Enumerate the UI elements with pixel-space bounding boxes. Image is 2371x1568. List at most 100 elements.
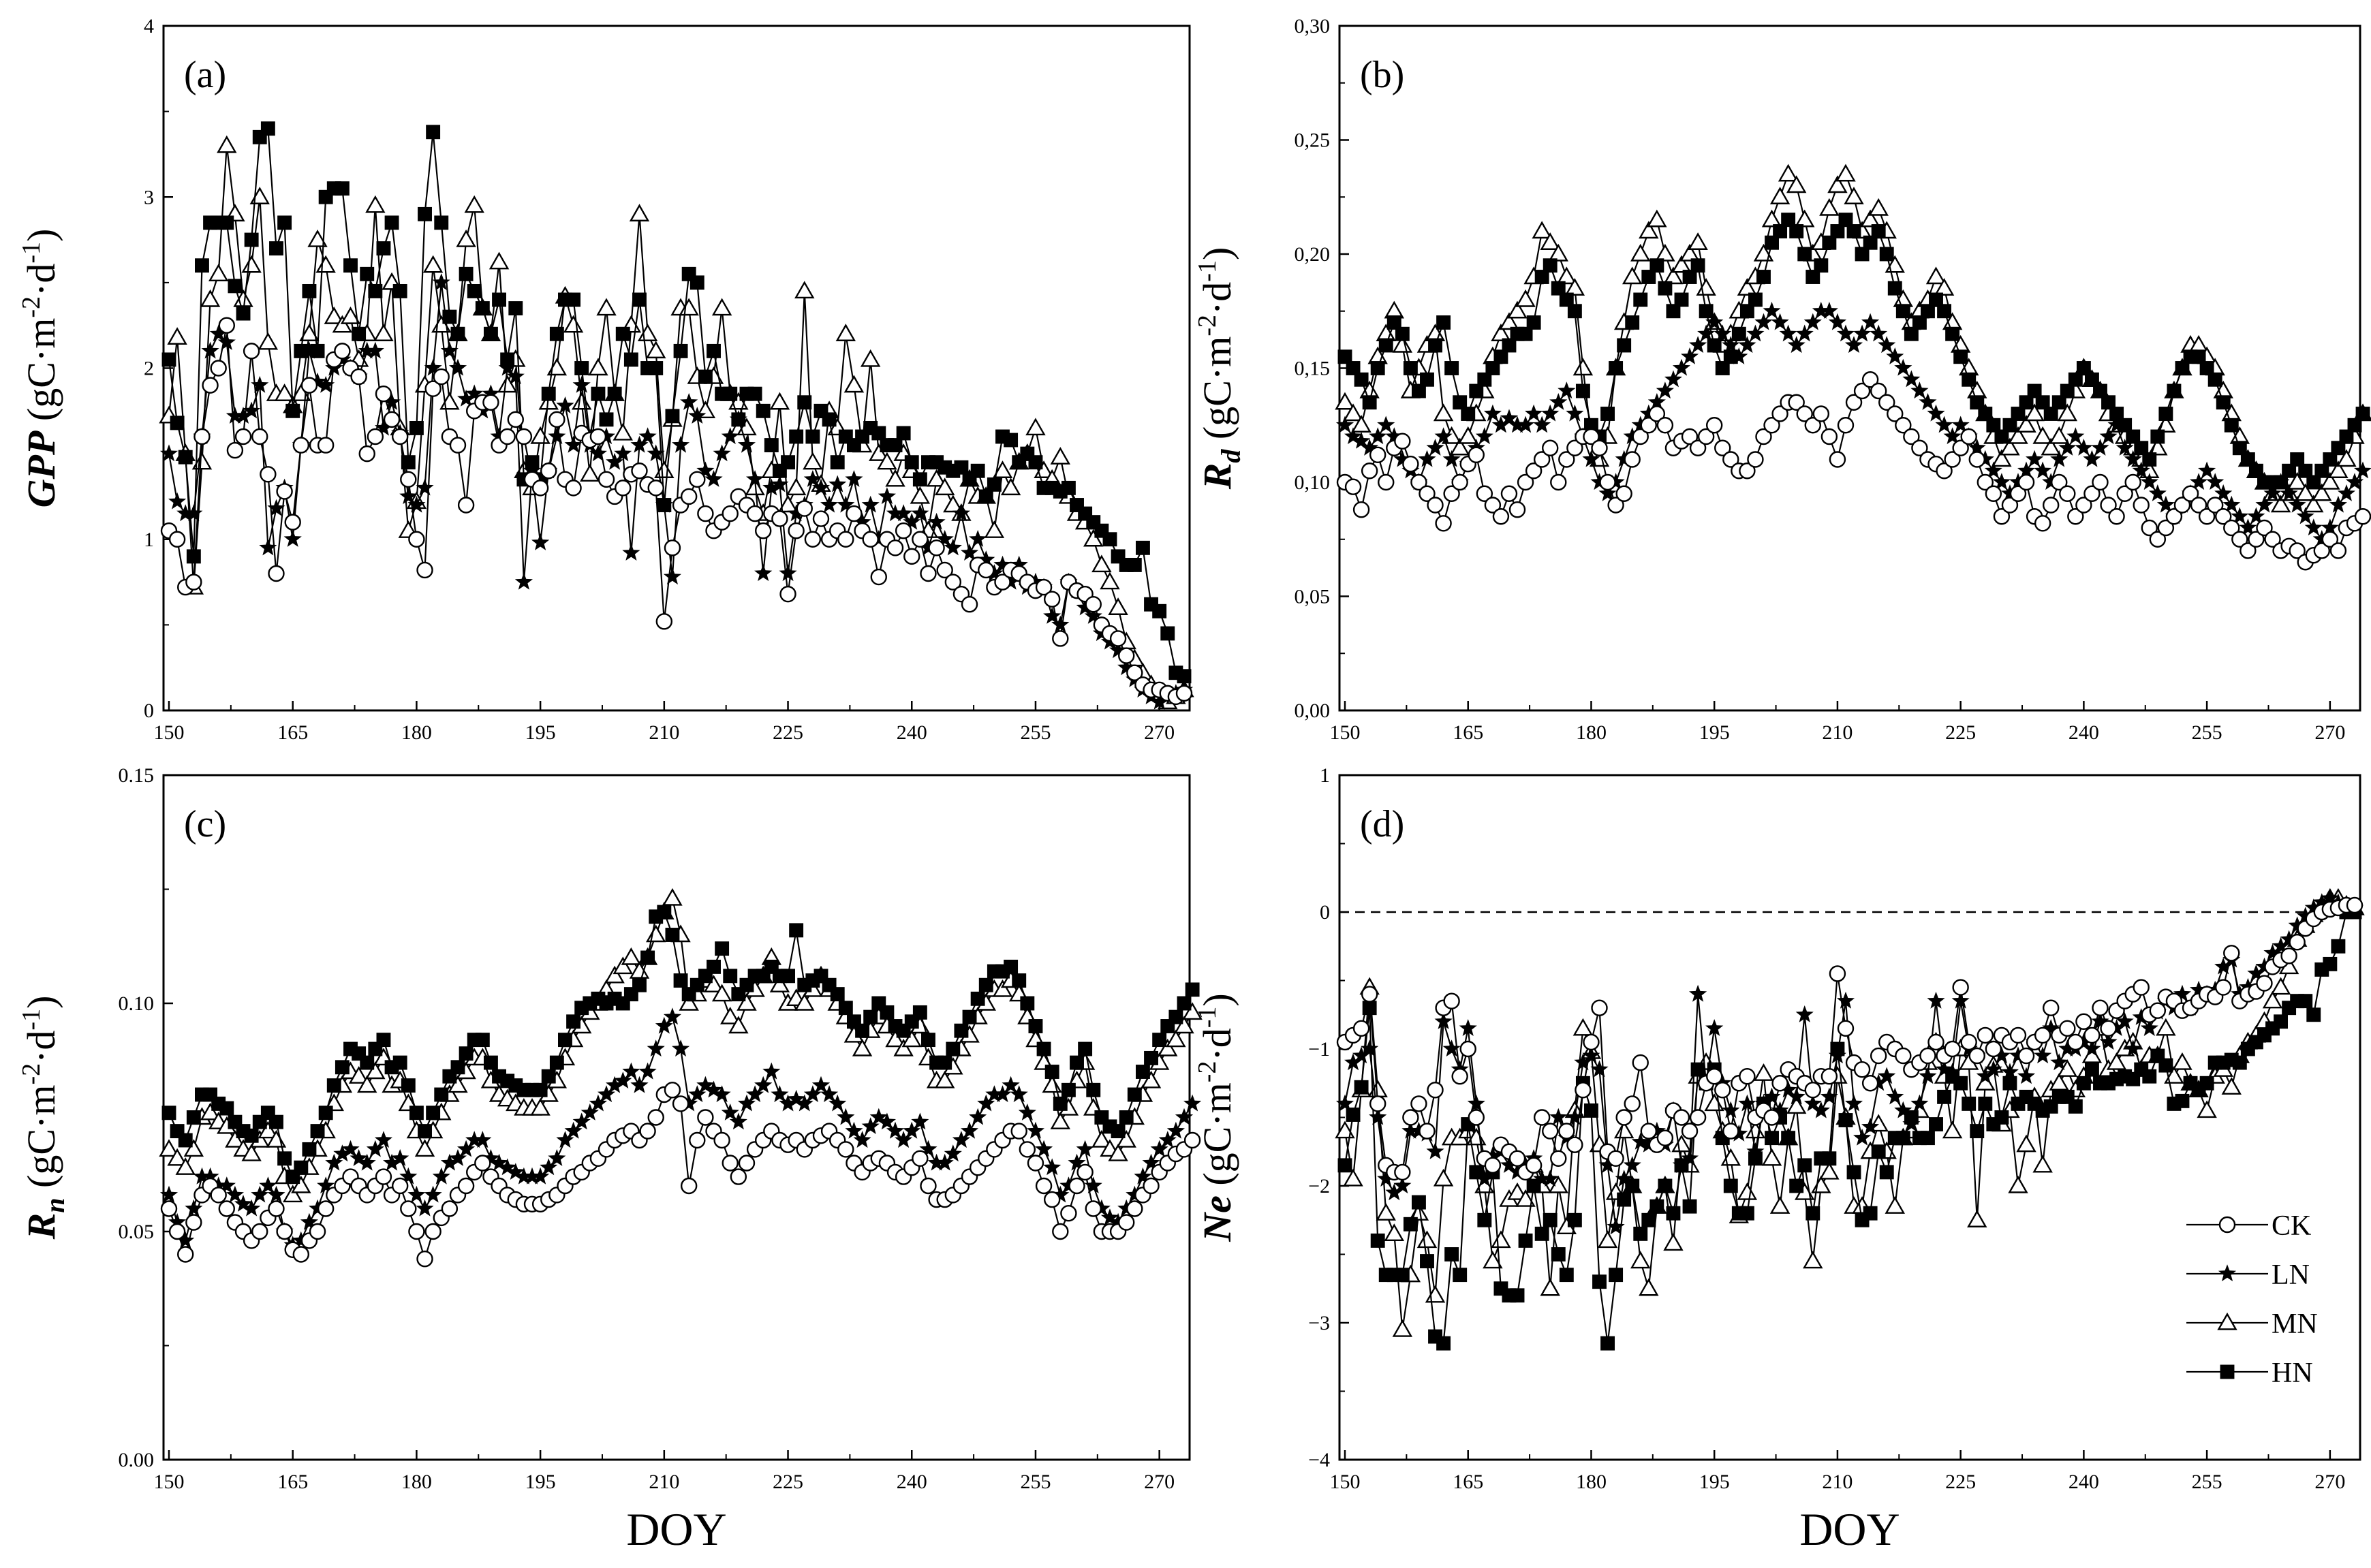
data-point-hn: [1814, 258, 1829, 273]
data-point-mn: [1335, 392, 1355, 410]
data-point-ck: [1410, 473, 1427, 491]
data-point-ln: [721, 1103, 739, 1120]
data-point-hn: [1493, 349, 1508, 364]
data-point-ln: [1803, 1094, 1822, 1112]
data-point-ln: [1084, 607, 1102, 624]
x-tick-label: 270: [1144, 721, 1175, 744]
data-point-mn: [1449, 437, 1470, 456]
data-point-mn: [1507, 1182, 1528, 1200]
data-point-ln: [2345, 473, 2364, 490]
data-point-ln: [713, 444, 731, 462]
data-point-hn: [2290, 452, 2305, 467]
data-point-mn: [357, 1075, 377, 1093]
data-point-ck: [177, 1246, 194, 1263]
y-tick-label: 0,15: [1295, 358, 1331, 380]
data-point-hn: [2314, 463, 2329, 478]
data-point-ln: [911, 1112, 929, 1130]
data-point-hn: [475, 301, 490, 316]
data-point-hn: [161, 1106, 176, 1120]
data-point-ln: [1076, 1140, 1094, 1157]
data-point-hn: [1600, 407, 1615, 421]
data-point-ck: [1394, 433, 1411, 450]
legend-label: MN: [2272, 1308, 2318, 1340]
data-point-ln: [1795, 1005, 1814, 1022]
data-point-ln: [1434, 427, 1453, 445]
x-tick-label: 240: [2068, 721, 2099, 744]
data-point-hn: [2150, 429, 2165, 444]
data-point-ck: [655, 613, 673, 630]
data-point-ln: [432, 1167, 450, 1185]
data-point-ln: [1844, 1094, 1863, 1112]
data-point-ck: [548, 411, 565, 428]
data-point-hn: [1518, 1233, 1533, 1248]
y-tick-label: −2: [1308, 1175, 1330, 1197]
data-point-hn: [1641, 270, 1656, 284]
data-point-ck: [218, 317, 235, 334]
series-mn: [1335, 888, 2365, 1337]
data-point-hn: [1403, 361, 1418, 375]
x-tick-label: 270: [1144, 1471, 1175, 1493]
data-point-ck: [1763, 1109, 1780, 1126]
data-point-hn: [294, 343, 309, 358]
data-point-ck: [1968, 451, 1985, 468]
series-hn: [161, 905, 1200, 1185]
data-point-ck: [499, 428, 516, 445]
data-point-mn: [2172, 1052, 2192, 1070]
data-point-ck: [1853, 1061, 1871, 1078]
data-point-ck: [300, 377, 318, 394]
data-point-ln: [341, 1140, 360, 1157]
data-point-ln: [2026, 450, 2044, 467]
data-point-ck: [1968, 1047, 1985, 1065]
data-point-hn: [2199, 1076, 2214, 1091]
data-point-ln: [746, 1085, 764, 1103]
data-point-ln: [548, 1149, 566, 1166]
data-point-ck: [160, 1200, 178, 1217]
data-point-ck: [408, 1223, 425, 1240]
data-point-mn: [1622, 266, 1643, 285]
data-point-ln: [630, 1076, 649, 1093]
data-point-hn: [1526, 315, 1541, 330]
data-point-mn: [769, 975, 790, 992]
data-point-ln: [1828, 1046, 1846, 1064]
data-point-hn: [1502, 338, 1517, 353]
data-point-ck: [1689, 439, 1707, 456]
data-point-ln: [1566, 404, 1584, 422]
data-point-mn: [786, 477, 807, 496]
y-label-unit: ·d: [1195, 282, 1239, 315]
data-point-hn: [483, 326, 498, 341]
data-point-hn: [1354, 1080, 1369, 1095]
y-label-unit: ): [19, 229, 63, 242]
data-point-hn: [1781, 1131, 1796, 1146]
data-point-mn: [621, 947, 642, 965]
data-point-ln: [531, 533, 550, 550]
data-point-ck: [1508, 501, 1526, 518]
data-point-ck: [1369, 1095, 1386, 1112]
data-point-mn: [1778, 163, 1799, 182]
data-point-ln: [1393, 450, 1412, 467]
data-point-ln: [498, 1158, 516, 1176]
data-point-ck: [978, 561, 995, 579]
data-point-mn: [835, 324, 856, 341]
data-point-ln: [961, 544, 979, 561]
data-point-ln: [333, 1144, 352, 1162]
data-point-ck: [1109, 630, 1127, 647]
data-point-hn: [2142, 452, 2157, 467]
panel-label: (a): [184, 54, 226, 96]
data-point-hn: [368, 283, 383, 298]
data-point-ln: [1902, 370, 1921, 388]
data-point-ck: [1853, 382, 1871, 400]
data-point-hn: [1575, 383, 1590, 398]
data-point-ln: [350, 1149, 368, 1166]
data-point-hn: [376, 1033, 391, 1048]
data-point-ln: [2354, 461, 2371, 479]
data-point-ck: [1952, 439, 1969, 456]
data-point-ln: [1623, 1156, 1641, 1173]
data-point-mn: [2049, 1073, 2069, 1091]
data-point-ln: [1647, 393, 1666, 410]
data-point-ck: [944, 574, 962, 591]
x-axis: 150 165 180 195 210 225 240 255 270: [154, 701, 1175, 744]
data-point-ck: [2190, 497, 2207, 514]
data-point-ln: [1672, 1156, 1691, 1173]
data-point-hn: [1871, 1144, 1886, 1159]
panel-d: 150 165 180 195 210 225 240 255 270 −4 −3 −2 −1 0 1 (d)…: [1193, 764, 2365, 1555]
